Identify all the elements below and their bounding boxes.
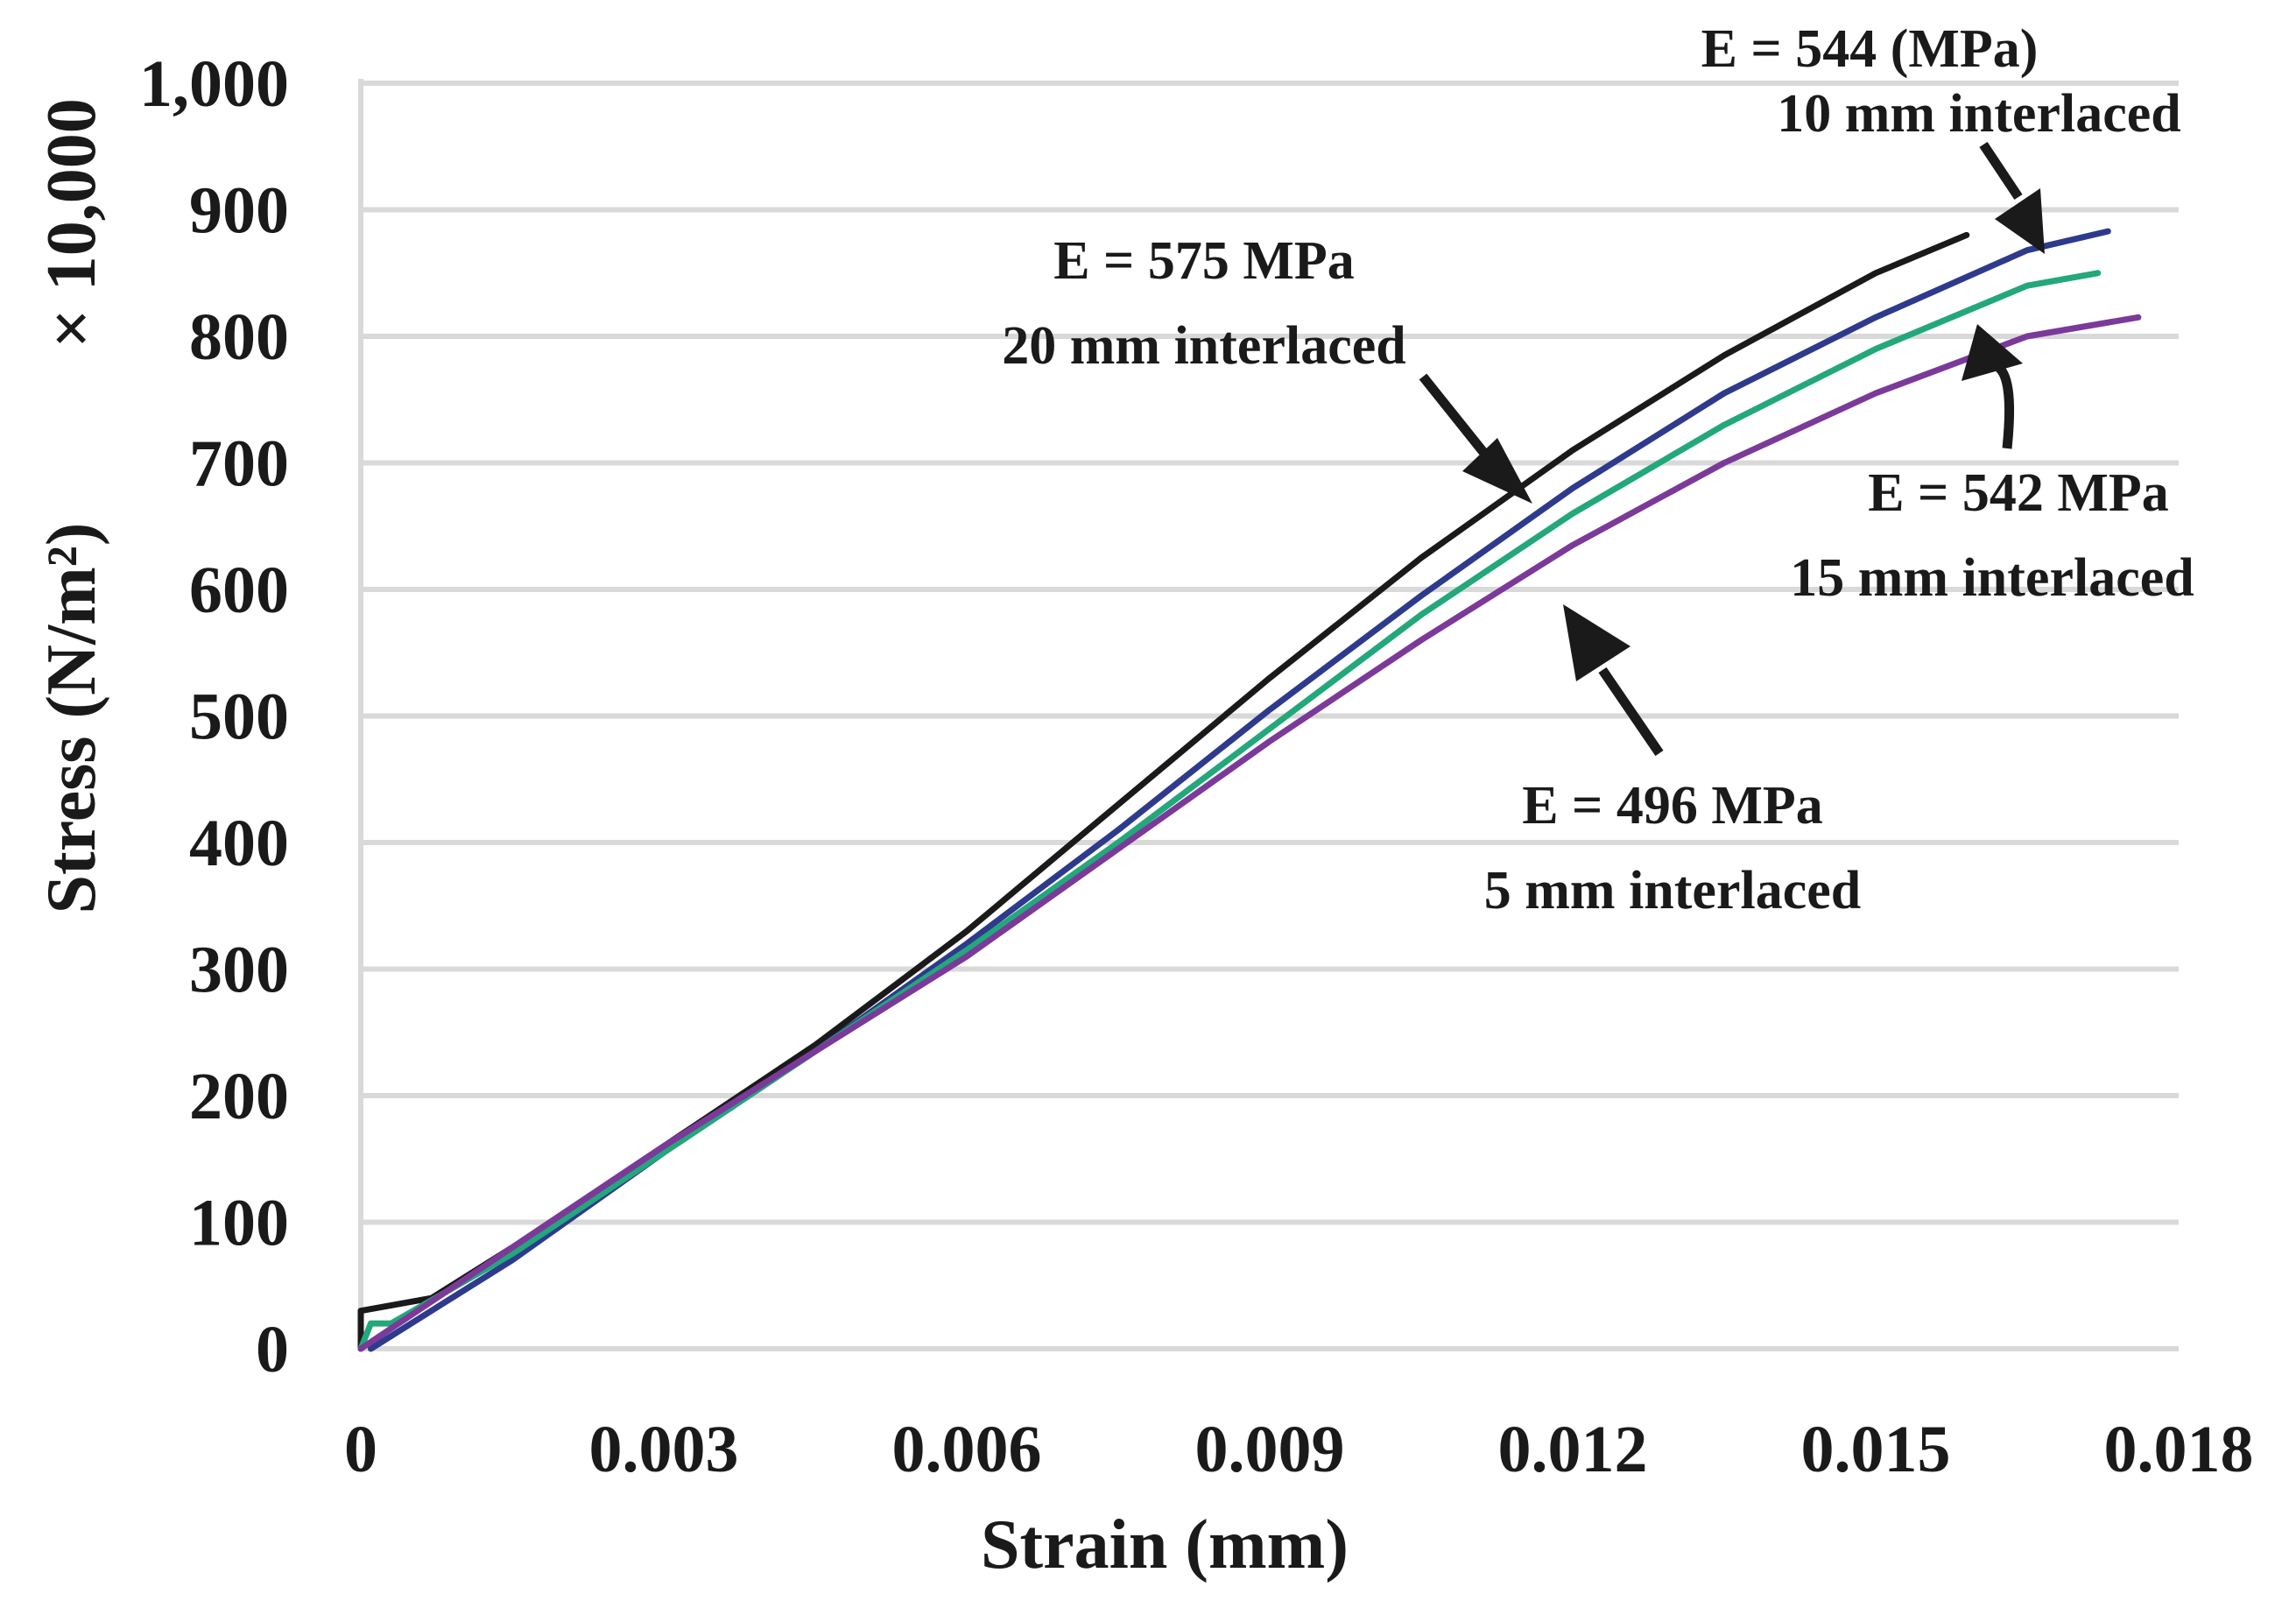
- y-tick-label: 100: [189, 1187, 289, 1260]
- x-tick-labels: 0 0.003 0.006 0.009 0.012 0.015 0.018: [344, 1413, 2254, 1486]
- annotation-10mm: E = 544 (MPa) 10 mm interlaced: [1701, 19, 2181, 254]
- annotation-5mm-modulus: E = 496 MPa: [1522, 776, 1823, 836]
- annotation-20mm: E = 575 MPa 20 mm interlaced: [1002, 231, 1532, 504]
- y-tick-label: 900: [189, 174, 289, 248]
- x-tick-label: 0: [344, 1413, 377, 1486]
- x-tick-label: 0.018: [2104, 1413, 2254, 1486]
- y-tick-label: 600: [189, 554, 289, 627]
- y-tick-label: 1,000: [139, 47, 289, 121]
- annotation-10mm-modulus: E = 544 (MPa): [1701, 19, 2039, 79]
- axes: [358, 79, 2179, 1351]
- x-tick-label: 0.012: [1498, 1413, 1648, 1486]
- y-axis-title: Stress (N/m²): [33, 523, 110, 914]
- annotation-20mm-label: 20 mm interlaced: [1002, 316, 1405, 376]
- y-tick-label: 300: [189, 934, 289, 1007]
- annotation-15mm-label: 15 mm interlaced: [1790, 548, 2194, 608]
- annotation-15mm-arrow: [1961, 324, 2023, 449]
- y-tick-labels: 0 100 200 300 400 500 600 700 800 900 1,000: [139, 47, 289, 1386]
- y-tick-label: 500: [189, 681, 289, 754]
- x-tick-label: 0.003: [589, 1413, 739, 1486]
- y-tick-label: 400: [189, 807, 289, 880]
- series-lines: [357, 228, 2142, 1352]
- x-tick-label: 0.006: [892, 1413, 1042, 1486]
- annotation-20mm-arrow: [1419, 373, 1532, 504]
- y-tick-label: 200: [189, 1060, 289, 1133]
- x-tick-label: 0.015: [1801, 1413, 1951, 1486]
- annotation-5mm-arrow: [1563, 604, 1664, 757]
- gridlines: [361, 81, 2179, 1225]
- annotation-20mm-modulus: E = 575 MPa: [1053, 231, 1355, 291]
- y-tick-label: 700: [189, 427, 289, 501]
- y-tick-label: 800: [189, 300, 289, 374]
- annotation-15mm-modulus: E = 542 MPa: [1868, 463, 2169, 523]
- y-axis-multiplier: × 10,000: [33, 98, 110, 349]
- annotation-15mm: E = 542 MPa 15 mm interlaced: [1790, 324, 2194, 608]
- annotation-10mm-arrow: [1979, 141, 2045, 254]
- series-line-10-mm-interlaced: [368, 228, 2111, 1352]
- series-line-15-mm-interlaced: [357, 270, 2102, 1352]
- x-tick-label: 0.009: [1195, 1413, 1345, 1486]
- annotation-10mm-label: 10 mm interlaced: [1777, 84, 2180, 144]
- annotation-5mm-label: 5 mm interlaced: [1484, 861, 1861, 920]
- y-tick-label: 0: [256, 1313, 289, 1386]
- series-line-5-mm-interlaced: [357, 314, 2142, 1352]
- annotation-5mm: E = 496 MPa 5 mm interlaced: [1484, 604, 1861, 920]
- x-axis-title: Strain (mm): [981, 1506, 1349, 1583]
